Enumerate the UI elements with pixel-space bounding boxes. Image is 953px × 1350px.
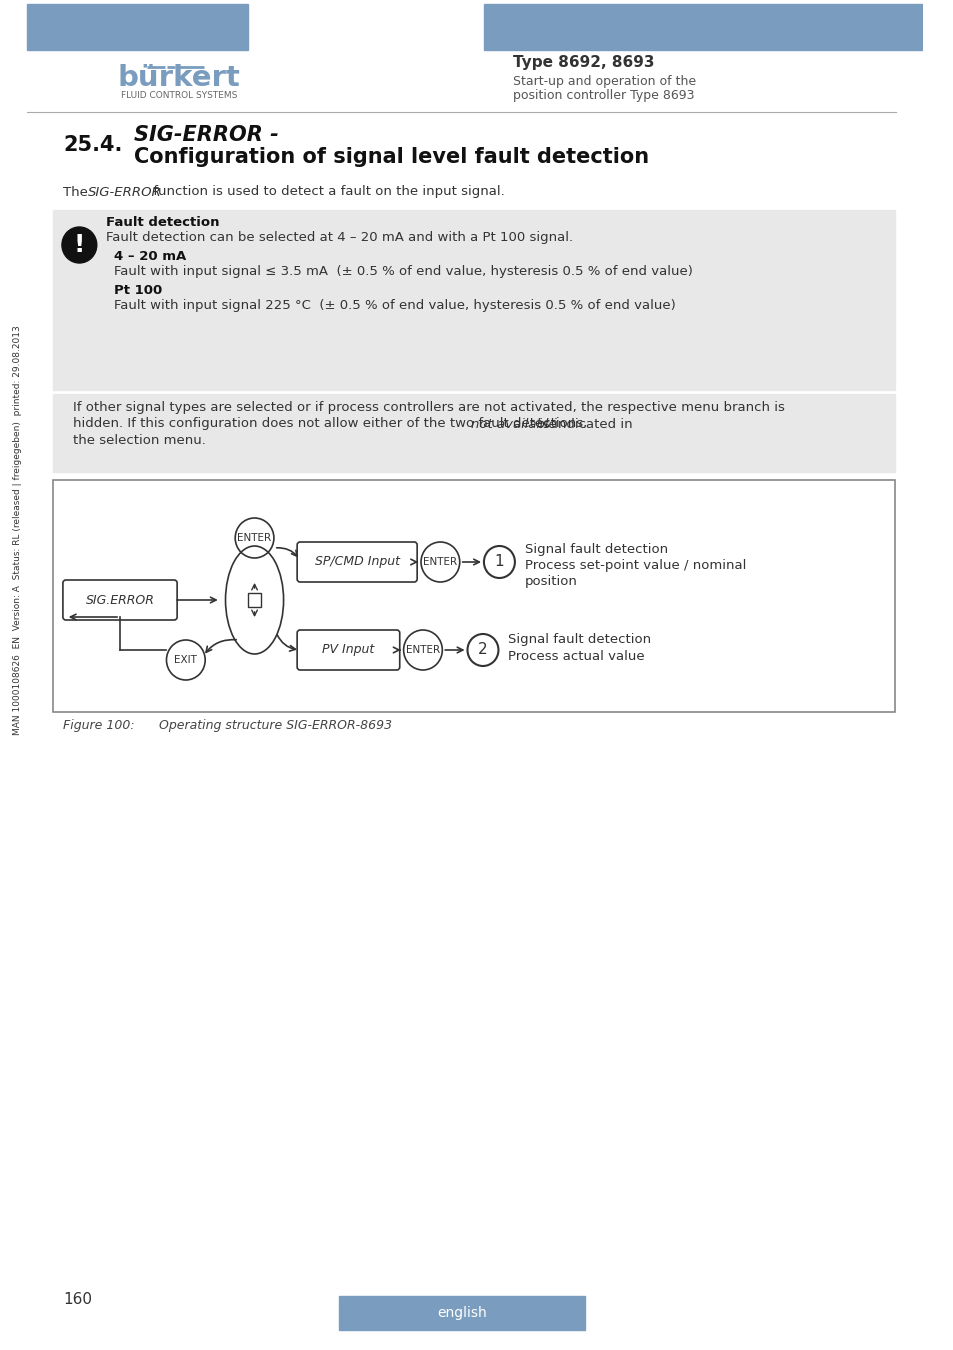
Text: 160: 160 (63, 1292, 91, 1308)
Text: Figure 100:: Figure 100: (63, 718, 134, 732)
Text: hidden. If this configuration does not allow either of the two fault detections,: hidden. If this configuration does not a… (72, 417, 591, 431)
Text: SP/CMD Input: SP/CMD Input (314, 555, 399, 568)
FancyBboxPatch shape (296, 630, 399, 670)
Text: Fault detection can be selected at 4 – 20 mA and with a Pt 100 signal.: Fault detection can be selected at 4 – 2… (107, 231, 573, 244)
Text: FLUID CONTROL SYSTEMS: FLUID CONTROL SYSTEMS (121, 90, 237, 100)
Text: 25.4.: 25.4. (63, 135, 122, 155)
FancyBboxPatch shape (63, 580, 177, 620)
Text: Pt 100: Pt 100 (114, 284, 162, 297)
Text: Configuration of signal level fault detection: Configuration of signal level fault dete… (133, 147, 648, 167)
Text: EXIT: EXIT (174, 655, 197, 666)
Text: bürkert: bürkert (117, 63, 240, 92)
Text: The: The (63, 185, 91, 198)
Text: position: position (524, 575, 577, 589)
Text: If other signal types are selected or if process controllers are not activated, : If other signal types are selected or if… (72, 401, 783, 414)
Text: the selection menu.: the selection menu. (72, 433, 205, 447)
Text: Start-up and operation of the: Start-up and operation of the (513, 76, 696, 89)
Text: Fault with input signal 225 °C  (± 0.5 % of end value, hysteresis 0.5 % of end v: Fault with input signal 225 °C (± 0.5 % … (114, 300, 676, 312)
Text: Fault with input signal ≤ 3.5 mA  (± 0.5 % of end value, hysteresis 0.5 % of end: Fault with input signal ≤ 3.5 mA (± 0.5 … (114, 266, 693, 278)
Text: 2: 2 (477, 643, 487, 657)
Text: 4 – 20 mA: 4 – 20 mA (114, 250, 186, 262)
Text: SIG-ERROR: SIG-ERROR (88, 185, 162, 198)
Text: not available: not available (471, 417, 556, 431)
Text: Type 8692, 8693: Type 8692, 8693 (513, 55, 654, 70)
Text: ENTER: ENTER (405, 645, 439, 655)
Text: position controller Type 8693: position controller Type 8693 (513, 89, 694, 101)
Bar (483, 4, 923, 50)
Text: ENTER: ENTER (423, 558, 457, 567)
Text: Signal fault detection: Signal fault detection (524, 544, 667, 556)
Text: Signal fault detection: Signal fault detection (508, 633, 651, 647)
Text: ENTER: ENTER (237, 533, 272, 543)
Circle shape (62, 227, 96, 263)
Text: Process actual value: Process actual value (508, 649, 644, 663)
Text: Operating structure SIG-ERROR-8693: Operating structure SIG-ERROR-8693 (143, 718, 392, 732)
Text: is indicated in: is indicated in (535, 417, 632, 431)
Text: SIG-ERROR -: SIG-ERROR - (133, 126, 278, 144)
Text: Process set-point value / nominal: Process set-point value / nominal (524, 559, 745, 572)
Text: MAN 1000108626  EN  Version: A  Status: RL (released | freigegeben)  printed: 29: MAN 1000108626 EN Version: A Status: RL … (13, 325, 22, 734)
Text: english: english (436, 1305, 486, 1320)
Bar (248, 593, 261, 608)
Text: function is used to detect a fault on the input signal.: function is used to detect a fault on th… (149, 185, 504, 198)
Text: 1: 1 (494, 555, 504, 570)
FancyBboxPatch shape (296, 541, 416, 582)
Bar (53, 394, 894, 472)
Bar (27, 4, 248, 50)
Bar (53, 211, 894, 390)
Text: Fault detection: Fault detection (107, 216, 220, 228)
Bar (338, 1296, 584, 1330)
Text: PV Input: PV Input (322, 644, 375, 656)
Text: SIG.ERROR: SIG.ERROR (86, 594, 154, 606)
Bar (53, 481, 894, 711)
Text: !: ! (73, 234, 85, 256)
